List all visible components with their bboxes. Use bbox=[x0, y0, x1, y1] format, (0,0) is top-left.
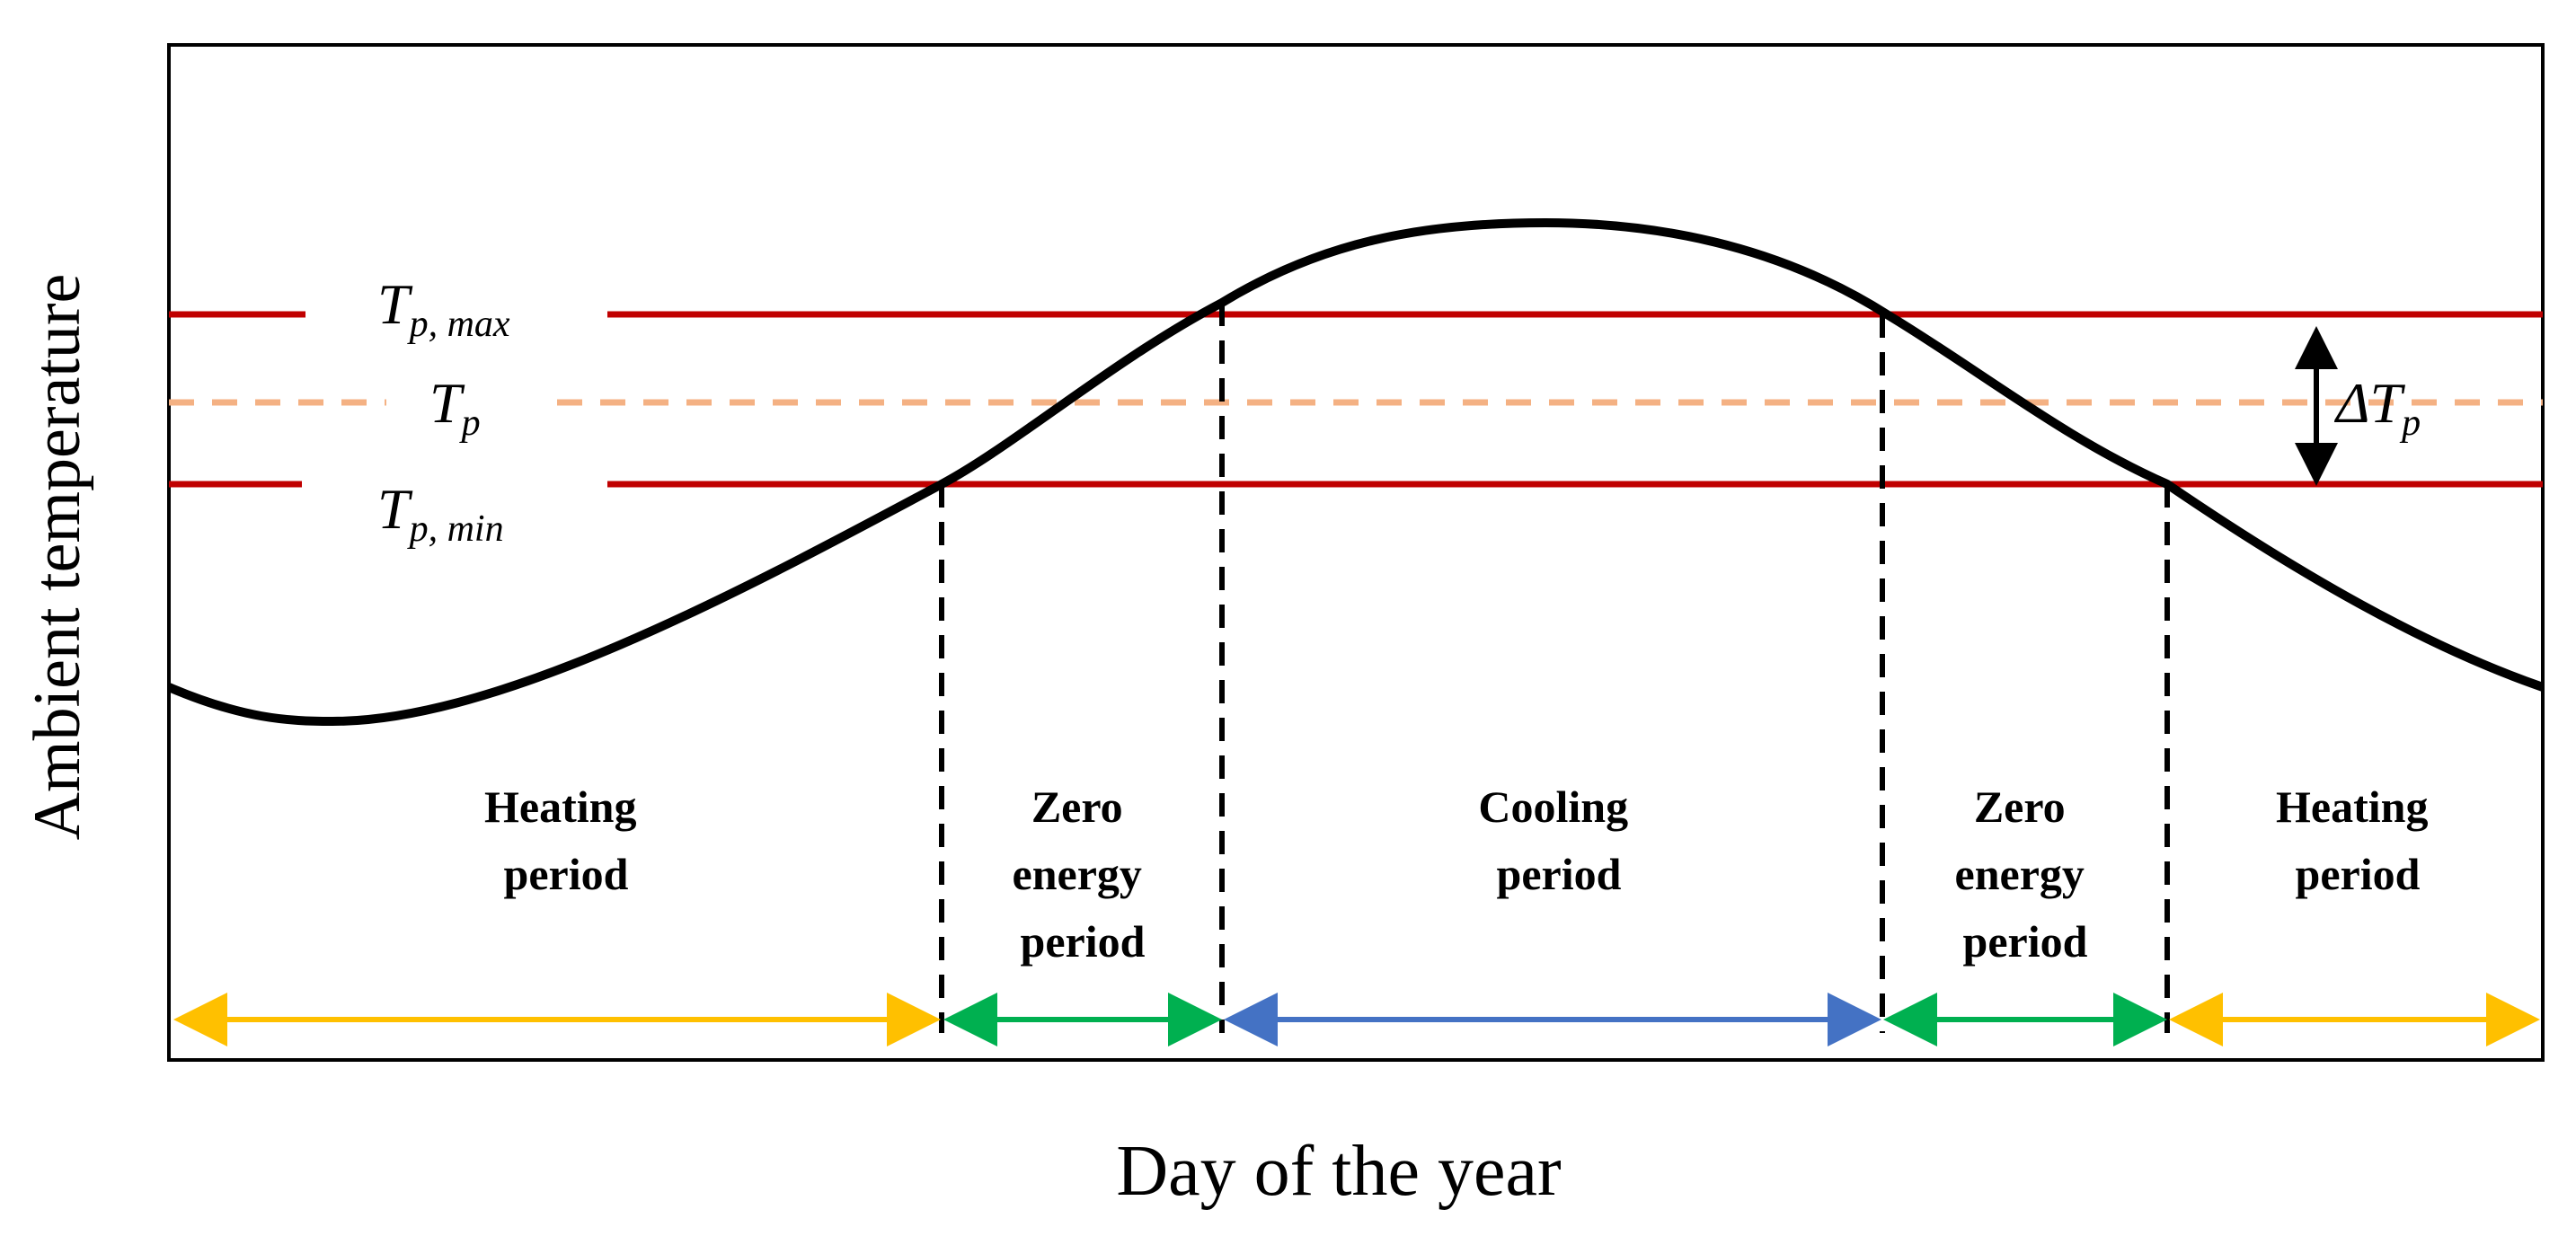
delta-t-label: ΔTp bbox=[2333, 371, 2421, 444]
zero-1-label: Zero energy period bbox=[1013, 781, 1154, 967]
t-min-label: Tp, min bbox=[377, 477, 504, 550]
period-dividers bbox=[939, 303, 2170, 1033]
zero-2-label: Zero energy period bbox=[1955, 781, 2096, 967]
x-axis-label: Day of the year bbox=[1116, 1132, 1561, 1211]
t-max-label: Tp, max bbox=[377, 272, 510, 345]
plot-frame bbox=[167, 43, 2545, 1062]
heating-1-label: Heating period bbox=[484, 781, 648, 899]
y-axis-label: Ambient temperature bbox=[21, 274, 94, 841]
cooling-label: Cooling period bbox=[1478, 781, 1639, 899]
heating-2-label: Heating period bbox=[2276, 781, 2439, 899]
t-mean-label: Tp bbox=[429, 371, 481, 444]
temperature-curve bbox=[167, 217, 2545, 727]
